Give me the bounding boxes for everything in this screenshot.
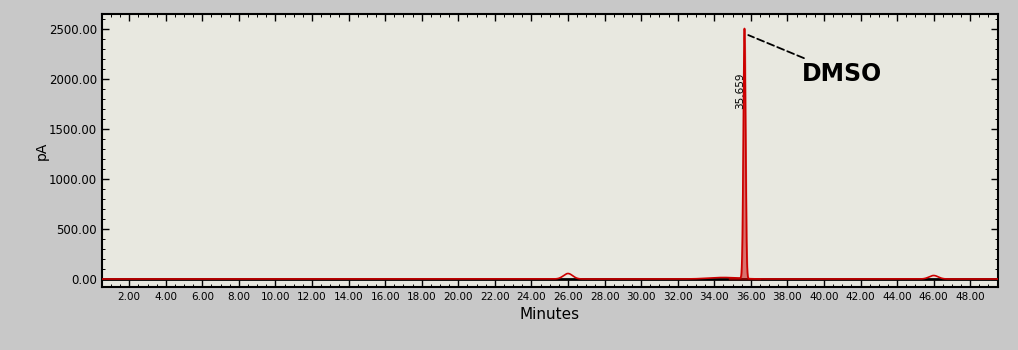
X-axis label: Minutes: Minutes xyxy=(519,307,580,322)
Text: DMSO: DMSO xyxy=(748,35,883,86)
Y-axis label: pA: pA xyxy=(35,141,49,160)
Text: 35.659: 35.659 xyxy=(735,72,745,109)
